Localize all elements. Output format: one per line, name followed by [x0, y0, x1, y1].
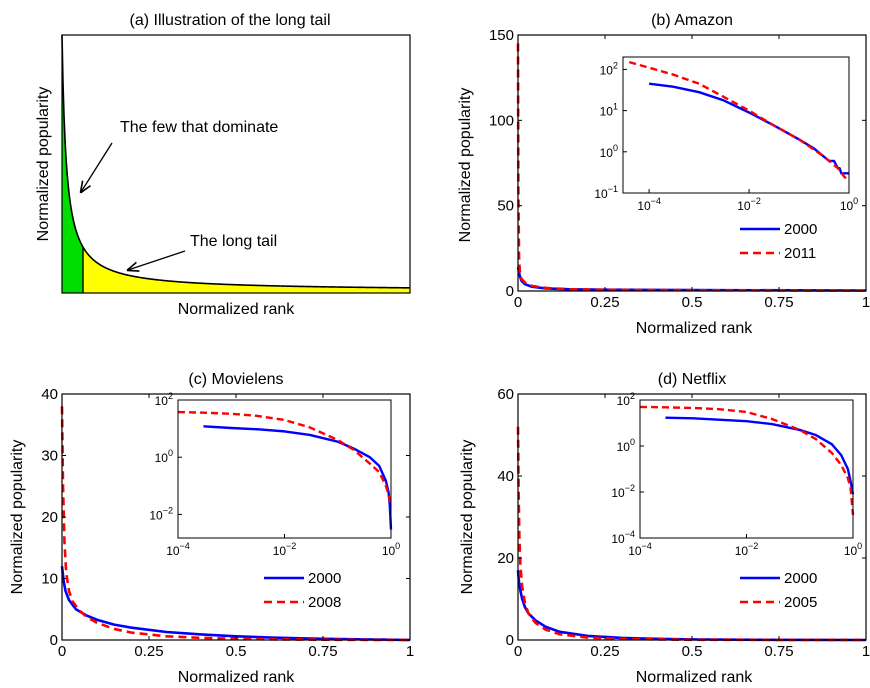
legend-label-2000: 2000	[784, 570, 817, 587]
panel-b-xlabel: Normalized rank	[636, 320, 753, 337]
y-tick-label: 150	[489, 27, 514, 44]
series-line-b-2000	[516, 266, 867, 292]
inset-y-tick-label: 100	[617, 437, 635, 454]
y-tick-label: 40	[41, 386, 58, 403]
y-tick-label: 40	[497, 468, 514, 485]
inset-series-line-b-2011	[628, 60, 848, 180]
inset-y-tick-label: 10−2	[611, 483, 635, 500]
y-tick-label: 20	[497, 550, 514, 567]
inset-x-tick-label: 10−4	[166, 541, 190, 558]
legend-label-2011: 2011	[784, 245, 816, 262]
series-line-b-2011	[516, 43, 867, 292]
legend-b: 2000 2011	[740, 221, 817, 262]
x-tick-label: 0	[514, 294, 522, 311]
inset-x-tick-label: 100	[382, 541, 400, 558]
annotation-tail: The long tail	[190, 233, 277, 250]
inset-x-tick-label: 10−2	[735, 541, 759, 558]
inset-c: 10−4 10−2 100 10−2 100 102	[149, 391, 400, 558]
inset-series-line-c-2008	[177, 410, 393, 507]
x-tick-label: 0.5	[682, 643, 703, 660]
annotation-head: The few that dominate	[120, 119, 278, 136]
inset-background	[640, 400, 853, 538]
panel-a-xlabel: Normalized rank	[178, 301, 295, 318]
y-tick-label: 20	[41, 509, 58, 526]
x-tick-label: 0.25	[134, 643, 163, 660]
inset-frame	[622, 56, 850, 194]
inset-series-line-d-2000	[665, 416, 855, 495]
inset-x-tick-label: 10−2	[273, 541, 297, 558]
y-tick-label: 60	[497, 386, 514, 403]
panel-b: (b) Amazon 0 0.25 0.5 0.75 1 0 50 100 150 Normaliz…	[457, 12, 870, 337]
annotation-head-arrow	[81, 142, 113, 192]
inset-y-tick-label: 102	[600, 60, 618, 77]
legend-label-2008: 2008	[308, 594, 341, 611]
inset-y-tick-label: 10−4	[611, 529, 635, 546]
x-tick-label: 0.25	[590, 294, 619, 311]
inset-background	[623, 57, 849, 193]
panel-a-ylabel: Normalized popularity	[35, 87, 52, 242]
inset-x-tick-label: 10−4	[637, 196, 661, 213]
inset-x-tick-label: 100	[844, 541, 862, 558]
series-line-c-2000	[60, 566, 411, 642]
inset-y-tick-label: 101	[600, 102, 618, 119]
panel-b-title: (b) Amazon	[651, 12, 733, 29]
panel-a-title: (a) Illustration of the long tail	[130, 12, 331, 29]
x-tick-label: 1	[862, 643, 870, 660]
inset-b: 10−4 10−2 100 10−1 100 101 102	[594, 56, 858, 213]
y-tick-label: 30	[41, 448, 58, 465]
inset-x-tick-label: 10−4	[628, 541, 652, 558]
inset-y-tick-label: 102	[617, 391, 635, 408]
x-tick-label: 0.75	[764, 294, 793, 311]
x-tick-label: 0.25	[590, 643, 619, 660]
legend-label-2000: 2000	[308, 570, 341, 587]
y-tick-label: 10	[41, 571, 58, 588]
inset-x-tick-label: 10−2	[737, 196, 761, 213]
x-tick-label: 0	[58, 643, 66, 660]
x-tick-label: 1	[406, 643, 414, 660]
inset-y-tick-label: 100	[600, 143, 618, 160]
inset-y-tick-label: 10−1	[594, 184, 618, 201]
y-tick-label: 0	[506, 632, 514, 649]
x-tick-label: 1	[862, 294, 870, 311]
x-tick-label: 0.5	[226, 643, 247, 660]
panel-c-xlabel: Normalized rank	[178, 669, 295, 686]
y-tick-label: 100	[489, 112, 514, 129]
x-tick-label: 0.5	[682, 294, 703, 311]
inset-series-line-d-2005	[639, 405, 855, 516]
panel-b-ylabel: Normalized popularity	[457, 88, 474, 243]
legend-label-2000: 2000	[784, 221, 817, 238]
inset-y-tick-label: 100	[155, 448, 173, 465]
long-tail-head-area	[62, 35, 83, 293]
series-line-d-2000	[516, 570, 867, 642]
long-tail-curve	[61, 34, 411, 289]
inset-x-tick-label: 100	[840, 196, 858, 213]
long-tail-tail-area	[83, 247, 410, 293]
inset-background	[178, 400, 391, 538]
panel-d-title: (d) Netflix	[658, 371, 726, 388]
inset-y-tick-label: 102	[155, 391, 173, 408]
y-tick-label: 0	[506, 283, 514, 300]
panel-a: (a) Illustration of the long tail The fe…	[35, 12, 411, 318]
panel-a-frame	[61, 34, 411, 294]
annotation-tail-arrow	[128, 250, 186, 270]
x-tick-label: 0.75	[308, 643, 337, 660]
x-tick-label: 0	[514, 643, 522, 660]
panel-c-ylabel: Normalized popularity	[9, 440, 26, 595]
y-tick-label: 50	[497, 198, 514, 215]
inset-d: 10−4 10−2 100 10−4 10−2 100 102	[611, 391, 862, 558]
legend-c: 2000 2008	[264, 570, 341, 611]
panel-c-title: (c) Movielens	[188, 371, 283, 388]
x-tick-label: 0.75	[764, 643, 793, 660]
legend-d: 2000 2005	[740, 570, 817, 611]
inset-y-tick-label: 10−2	[149, 505, 173, 522]
panel-d-xlabel: Normalized rank	[636, 669, 753, 686]
y-tick-label: 0	[50, 632, 58, 649]
legend-label-2005: 2005	[784, 594, 817, 611]
series-line-c-2008	[60, 406, 411, 642]
panel-d-ylabel: Normalized popularity	[459, 440, 476, 595]
